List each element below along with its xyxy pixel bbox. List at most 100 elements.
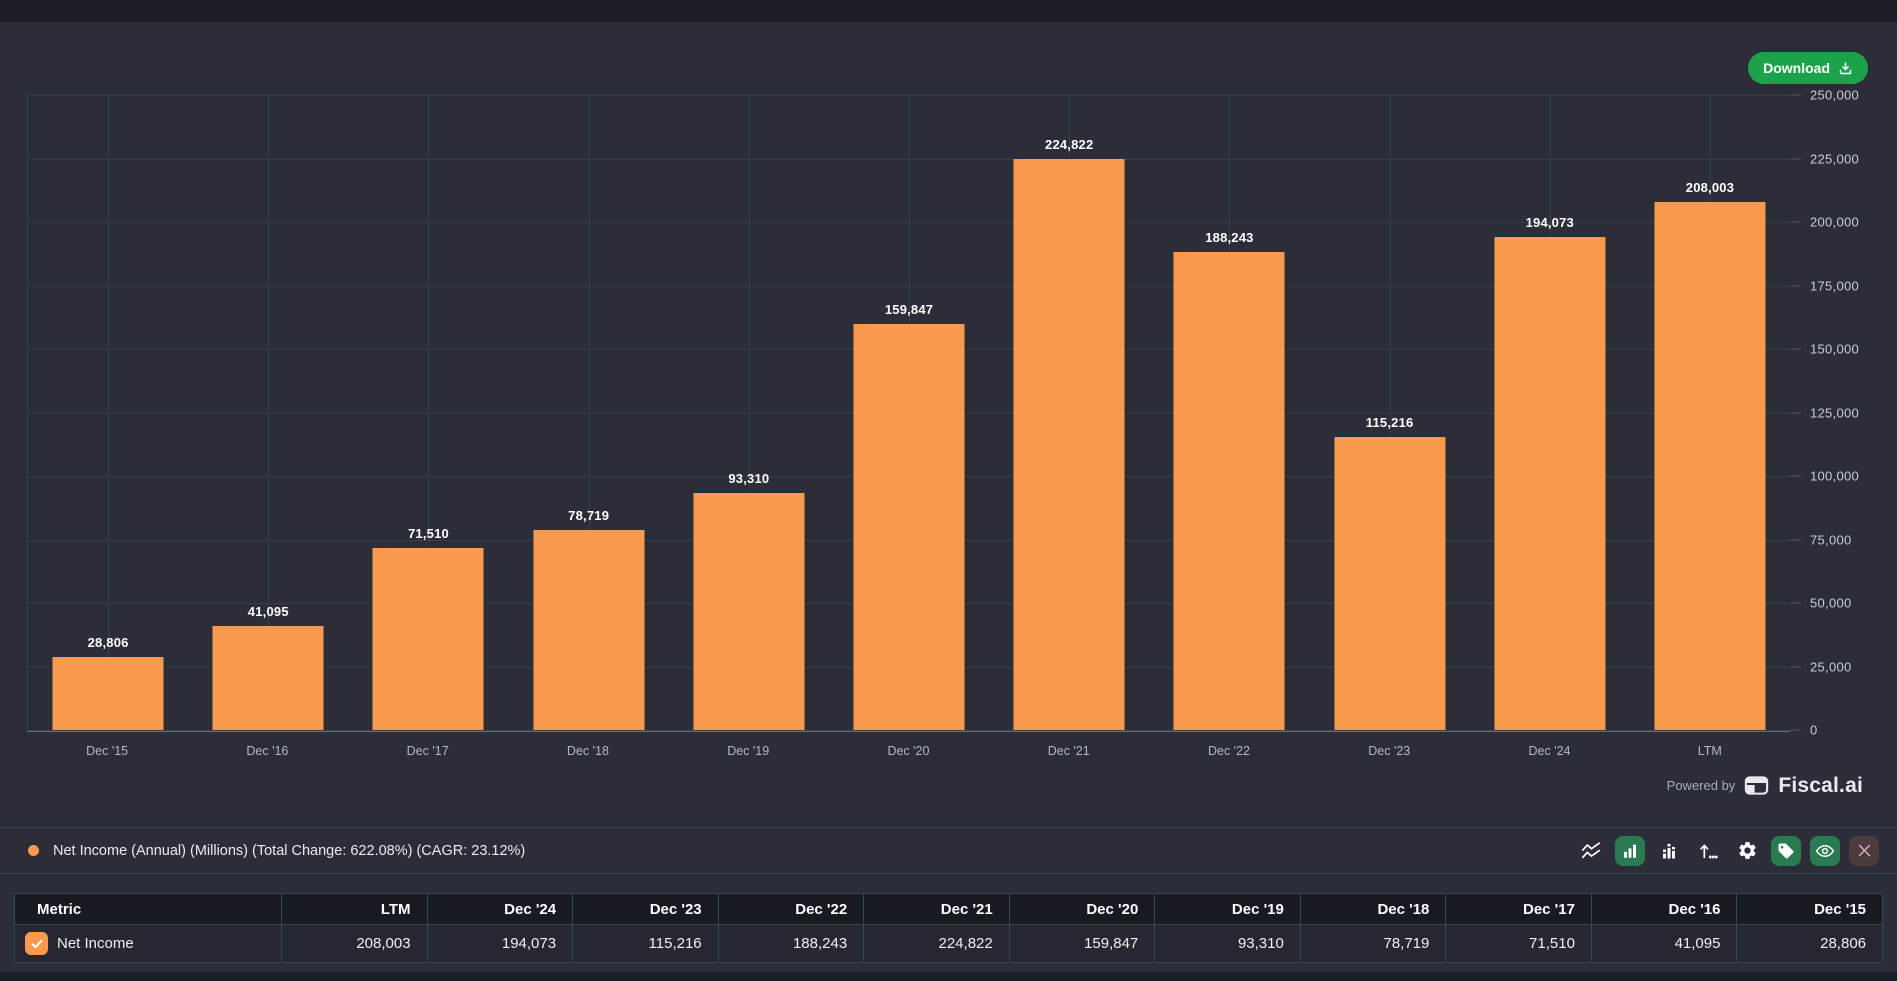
table-value-cell: 115,216: [572, 925, 718, 962]
bar-slot: 188,243: [1149, 95, 1309, 730]
bar-dec-15[interactable]: 28,806: [52, 635, 164, 730]
bar-dec-18[interactable]: 78,719: [533, 508, 645, 730]
bar-slots: 28,806 41,095 71,510 78,719 93,310 159,847 224…: [28, 95, 1790, 730]
bar-dec-23[interactable]: 115,216: [1334, 415, 1446, 730]
download-icon: [1839, 61, 1852, 74]
y-tick-label: 0: [1810, 722, 1818, 738]
table-header-cell: Dec '15: [1736, 894, 1882, 924]
y-tick: 150,000: [1790, 342, 1859, 357]
table-value-cell: 159,847: [1008, 925, 1155, 962]
brand-name: Fiscal.ai: [1778, 773, 1863, 797]
stacked-bar-chart-icon[interactable]: [1654, 836, 1684, 866]
checkmark-icon: [31, 939, 42, 948]
y-tick: 175,000: [1790, 278, 1859, 293]
h-gridline: [28, 285, 1790, 287]
series-toolbar: [1576, 835, 1879, 866]
download-button[interactable]: Download: [1748, 52, 1868, 84]
remove-series-icon[interactable]: [1849, 835, 1879, 866]
y-tick: 225,000: [1790, 151, 1859, 166]
bar-dec-24[interactable]: 194,073: [1494, 215, 1606, 730]
bar-slot: 224,822: [989, 95, 1149, 730]
y-tick-mark: [1790, 539, 1801, 540]
bar-dec-17[interactable]: 71,510: [372, 526, 484, 730]
y-tick-label: 75,000: [1810, 532, 1852, 547]
visibility-eye-icon[interactable]: [1810, 835, 1840, 866]
y-tick-mark: [1790, 475, 1801, 477]
table-value-cell: 208,003: [281, 925, 427, 962]
y-tick: 200,000: [1790, 215, 1859, 230]
x-axis-label: Dec '18: [566, 744, 609, 758]
table-value-cell: 188,243: [717, 925, 864, 962]
table-value-cell: 41,095: [1590, 925, 1737, 962]
bar-value-label: 159,847: [884, 302, 934, 317]
y-tick-mark: [1790, 412, 1801, 413]
series-legend-label: Net Income (Annual) (Millions) (Total Ch…: [53, 842, 526, 859]
bar-dec-22[interactable]: 188,243: [1173, 230, 1285, 730]
bar-value-label: 188,243: [1205, 229, 1254, 245]
y-tick-label: 175,000: [1810, 278, 1860, 293]
x-axis-label: Dec '16: [246, 744, 289, 758]
table-header-cell: Dec '24: [426, 894, 573, 924]
x-axis-label: Dec '17: [406, 744, 449, 758]
multi-line-chart-icon[interactable]: [1576, 836, 1606, 866]
bottom-bar: [0, 972, 1897, 981]
h-gridline: [28, 730, 1790, 731]
y-tick-label: 225,000: [1810, 151, 1860, 166]
table-value-cell: 71,510: [1445, 925, 1591, 962]
bar-slot: 159,847: [829, 95, 989, 730]
y-tick: 250,000: [1790, 88, 1859, 103]
bar-slot: 28,806: [28, 95, 188, 730]
table-header-cell: Dec '22: [717, 894, 864, 924]
table-value-cell: 78,719: [1299, 925, 1446, 962]
x-axis-label: Dec '20: [887, 744, 930, 758]
fiscal-logo-icon: [1745, 776, 1769, 795]
bar-slot: 71,510: [348, 95, 508, 730]
y-tick: 50,000: [1790, 596, 1852, 611]
bar-slot: 194,073: [1470, 95, 1630, 730]
bar-dec-21[interactable]: 224,822: [1013, 137, 1125, 730]
y-tick-label: 200,000: [1810, 214, 1860, 230]
y-tick: 0: [1790, 723, 1818, 738]
bar-slot: 41,095: [188, 95, 348, 730]
h-gridline: [28, 95, 1790, 96]
y-tick-mark: [1790, 602, 1801, 604]
table-value-cell: 28,806: [1736, 925, 1882, 962]
plot-area: 28,806 41,095 71,510 78,719 93,310 159,847 224…: [27, 95, 1790, 732]
bar-slot: 208,003: [1630, 95, 1790, 730]
y-tick-label: 25,000: [1810, 659, 1852, 674]
bar-dec-20[interactable]: 159,847: [853, 302, 965, 730]
x-axis-label: Dec '15: [86, 744, 129, 758]
bar-chart-icon[interactable]: [1615, 835, 1645, 866]
data-table: Metric LTM Dec '24 Dec '23 Dec '22 Dec '21 Dec…: [14, 893, 1883, 963]
table-header-cell: Dec '16: [1590, 894, 1737, 924]
metric-checkbox[interactable]: [25, 932, 48, 955]
table-header-cell: Dec '20: [1008, 894, 1155, 924]
bar-slot: 78,719: [509, 95, 669, 730]
bar-dec-16[interactable]: 41,095: [212, 604, 324, 730]
settings-gear-icon[interactable]: [1732, 836, 1762, 866]
x-axis-label: Dec '21: [1047, 744, 1090, 758]
bar-value-label: 224,822: [1045, 136, 1094, 152]
table-header-row: Metric LTM Dec '24 Dec '23 Dec '22 Dec '21 Dec…: [15, 894, 1882, 924]
y-axis: 250,000 225,000 200,000 175,000 150,000 125,0…: [1790, 88, 1895, 738]
download-label: Download: [1763, 60, 1830, 76]
powered-by-link[interactable]: Powered by Fiscal.ai: [1667, 773, 1863, 798]
bar-ltm[interactable]: 208,003: [1654, 180, 1766, 730]
sort-order-icon[interactable]: [1693, 836, 1723, 866]
y-tick-label: 50,000: [1810, 595, 1852, 611]
bar-value-label: 71,510: [407, 526, 449, 542]
x-axis-label: Dec '23: [1368, 744, 1411, 758]
bar-dec-19[interactable]: 93,310: [693, 471, 805, 730]
powered-by-text: Powered by: [1666, 778, 1736, 793]
bar-value-label: 41,095: [247, 603, 289, 619]
y-tick: 75,000: [1790, 532, 1852, 547]
table-header-cell: Dec '23: [572, 894, 718, 924]
labels-tag-icon[interactable]: [1771, 835, 1801, 866]
y-tick-mark: [1790, 285, 1801, 286]
h-gridline: [28, 222, 1790, 223]
x-axis-label: Dec '22: [1207, 744, 1250, 758]
h-gridline: [28, 158, 1790, 160]
series-color-dot: [28, 845, 39, 856]
table-header-cell: Dec '21: [863, 894, 1009, 924]
